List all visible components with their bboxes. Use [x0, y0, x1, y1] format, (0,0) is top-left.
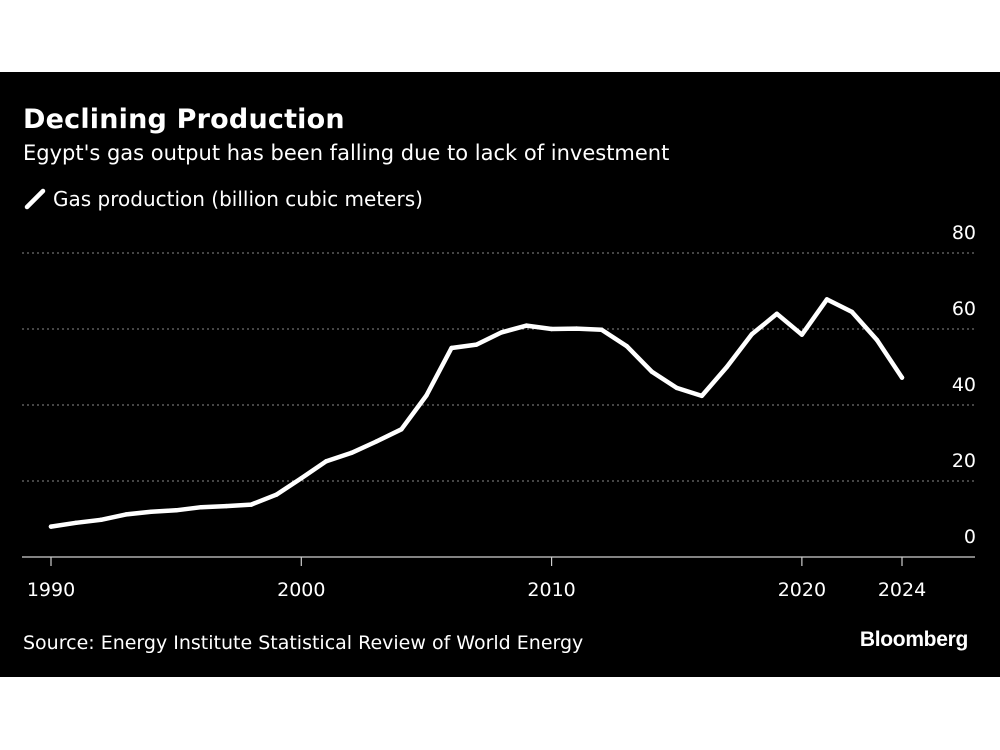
data-point-2009 [524, 323, 529, 328]
chart-panel: Declining Production Egypt's gas output … [0, 72, 1000, 677]
data-point-2011 [574, 326, 579, 331]
series-layer [48, 297, 905, 529]
data-point-2014 [649, 369, 654, 374]
grid-layer [22, 252, 975, 482]
data-point-1995 [173, 508, 179, 513]
data-point-2005 [424, 393, 429, 398]
y-tick-label-80: 80 [952, 222, 976, 244]
data-point-2024 [899, 375, 905, 380]
y-tick-label-20: 20 [952, 450, 976, 472]
y-tick-label-0: 0 [964, 526, 976, 548]
data-point-2012 [599, 327, 604, 332]
x-tick-label-2000: 2000 [277, 579, 325, 601]
axis-layer: 0 20 40 60 80 1990 2000 2010 2020 2024 [22, 222, 976, 601]
chart-subtitle: Egypt's gas output has been falling due … [23, 141, 670, 165]
data-point-1998 [249, 502, 254, 507]
x-tick-label-2010: 2010 [527, 579, 575, 601]
x-tick-label-1990: 1990 [27, 579, 75, 601]
data-point-1994 [148, 509, 154, 514]
data-point-2021 [824, 297, 830, 302]
data-point-2004 [399, 427, 404, 432]
line-chart: 0 20 40 60 80 1990 2000 2010 2020 2024 [22, 222, 976, 601]
source-note: Source: Energy Institute Statistical Rev… [23, 632, 584, 654]
data-point-1991 [73, 520, 79, 525]
legend-label: Gas production (billion cubic meters) [53, 187, 423, 211]
series-line-0 [48, 297, 905, 529]
data-point-1993 [123, 512, 129, 517]
data-point-1996 [198, 505, 204, 510]
bloomberg-logo: Bloomberg [859, 628, 968, 651]
data-point-2016 [699, 393, 704, 399]
y-tick-label-60: 60 [952, 298, 976, 320]
data-point-2015 [674, 385, 679, 391]
data-point-2003 [374, 439, 379, 444]
data-point-2010 [549, 326, 554, 332]
data-point-2023 [874, 337, 880, 343]
data-point-2001 [324, 459, 329, 464]
data-point-1997 [224, 503, 229, 509]
x-tick-label-2024: 2024 [878, 579, 926, 601]
data-point-2013 [624, 343, 629, 349]
data-point-1999 [274, 492, 279, 497]
data-point-1990 [48, 524, 54, 529]
y-tick-label-40: 40 [952, 374, 976, 396]
legend-line-icon [24, 188, 46, 210]
data-point-2017 [724, 364, 729, 370]
data-point-2020 [799, 332, 805, 337]
legend: Gas production (billion cubic meters) [23, 186, 423, 212]
data-point-2002 [349, 450, 354, 456]
chart-title: Declining Production [23, 104, 345, 135]
data-point-2018 [749, 332, 755, 337]
data-point-2019 [774, 311, 780, 316]
data-point-1992 [98, 517, 104, 522]
data-point-2007 [474, 342, 479, 347]
data-point-2000 [299, 476, 304, 481]
data-point-2022 [849, 309, 855, 315]
data-point-2006 [449, 345, 454, 351]
data-point-2008 [499, 330, 504, 335]
x-tick-label-2020: 2020 [778, 579, 826, 601]
